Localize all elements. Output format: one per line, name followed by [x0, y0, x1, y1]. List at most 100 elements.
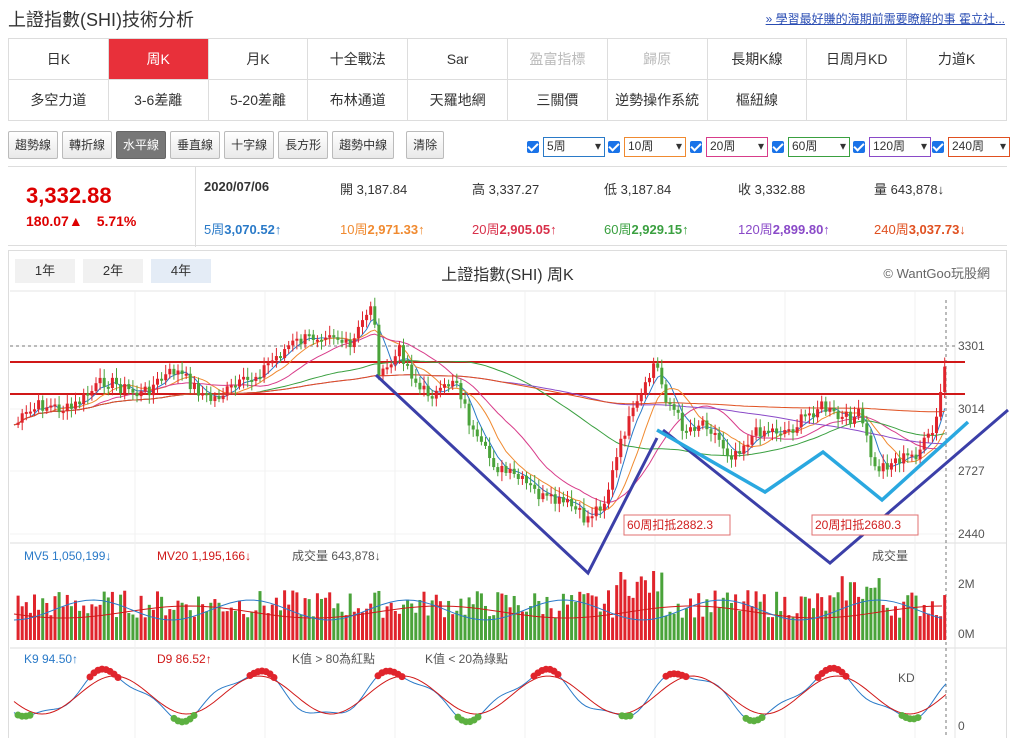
ma-checkbox[interactable]: [690, 141, 702, 153]
tab-tabs_row2-6[interactable]: 逆勢操作系統: [607, 80, 708, 121]
tab-tabs_row1-2[interactable]: 月K: [208, 39, 309, 80]
tab-tabs_row2-7[interactable]: 樞紐線: [707, 80, 808, 121]
candle: [680, 412, 684, 431]
candle: [725, 448, 729, 456]
candle: [131, 389, 135, 393]
ma-period-select[interactable]: 120周: [869, 137, 931, 157]
tab-tabs_row2-1[interactable]: 3-6差離: [108, 80, 209, 121]
volume-bar: [861, 598, 865, 640]
svg-text:0M: 0M: [958, 627, 975, 641]
volume-bar: [762, 594, 766, 640]
candle: [213, 396, 217, 402]
ma-period-select[interactable]: 5周: [543, 137, 605, 157]
annotation-1: 20周扣抵2680.3: [815, 518, 901, 532]
volume-bar: [406, 599, 410, 640]
candle: [684, 430, 688, 433]
candle: [533, 484, 537, 489]
tool-button-4[interactable]: 十字線: [224, 131, 275, 159]
volume-bar: [885, 607, 889, 640]
tool-button-2[interactable]: 水平線: [116, 131, 167, 159]
volume-bar: [684, 608, 688, 640]
range-button-0[interactable]: 1年: [15, 259, 75, 283]
candle: [602, 503, 606, 511]
tab-tabs_row1-3[interactable]: 十全戰法: [308, 39, 409, 80]
candle: [238, 379, 241, 387]
tab-empty: [907, 80, 1007, 121]
tool-button-5[interactable]: 長方形: [278, 131, 329, 159]
tab-tabs_row1-4[interactable]: Sar: [408, 39, 508, 80]
tool-button-6[interactable]: 趨勢中線: [332, 131, 395, 159]
candle: [779, 433, 783, 436]
tab-tabs_row2-2[interactable]: 5-20差離: [208, 80, 309, 121]
candle: [549, 494, 553, 497]
candle: [508, 468, 512, 473]
ma-checkbox[interactable]: [772, 141, 784, 153]
volume-label: 成交量 643,878↓: [292, 548, 381, 563]
volume-bar: [873, 587, 877, 640]
candle: [566, 499, 569, 503]
candle: [426, 385, 430, 397]
volume-bar: [324, 597, 328, 640]
ma-period-select[interactable]: 60周: [788, 137, 850, 157]
candle: [861, 408, 865, 424]
ma-period-select[interactable]: 240周: [948, 137, 1010, 157]
candle: [127, 384, 131, 390]
tool-button-0[interactable]: 趨勢線: [8, 131, 59, 159]
tab-tabs_row1-8[interactable]: 日周月KD: [807, 39, 908, 80]
candle: [775, 428, 779, 434]
candle: [877, 466, 881, 472]
volume-bar: [127, 613, 131, 640]
tab-tabs_row1-5[interactable]: 盈富指標: [507, 39, 608, 80]
candle: [615, 457, 619, 471]
kd-red-dot: [270, 673, 278, 681]
candle: [94, 383, 98, 392]
tab-tabs_row1-9[interactable]: 力道K: [907, 39, 1007, 80]
volume-bar: [328, 592, 332, 640]
tab-tabs_row1-1[interactable]: 周K: [108, 39, 209, 80]
ma-checkbox[interactable]: [608, 141, 620, 153]
volume-bar: [41, 598, 45, 640]
volume-bar: [914, 595, 918, 640]
tool-button-7[interactable]: 清除: [406, 131, 445, 159]
candle: [369, 306, 373, 315]
volume-bar: [512, 595, 516, 640]
candle: [262, 365, 266, 378]
svg-text:2M: 2M: [958, 577, 975, 591]
tab-tabs_row2-5[interactable]: 三關價: [507, 80, 608, 121]
candle: [143, 386, 147, 392]
ma-period-select[interactable]: 20周: [706, 137, 768, 157]
candle: [664, 384, 668, 403]
ma-checkbox[interactable]: [932, 141, 944, 153]
tool-button-1[interactable]: 轉折線: [62, 131, 113, 159]
tab-tabs_row1-0[interactable]: 日K: [9, 39, 109, 80]
mv20-label: MV20 1,195,166↓: [157, 549, 251, 563]
volume-bar: [410, 603, 414, 640]
tool-button-3[interactable]: 垂直線: [170, 131, 221, 159]
volume-bar: [356, 608, 360, 640]
ma-checkbox[interactable]: [527, 141, 539, 153]
tab-tabs_row1-7[interactable]: 長期K線: [707, 39, 808, 80]
tab-tabs_row2-0[interactable]: 多空力道: [9, 80, 109, 121]
candle: [274, 356, 278, 361]
range-button-2[interactable]: 4年: [151, 259, 211, 283]
candle: [123, 384, 127, 394]
volume-bar: [57, 592, 61, 640]
kd-tag: KD: [898, 671, 915, 685]
tab-tabs_row2-4[interactable]: 天羅地網: [408, 80, 508, 121]
ma-line-20: [13, 333, 945, 503]
candle: [410, 364, 414, 379]
quote-low: 低 3,187.84: [604, 182, 672, 197]
candle: [504, 465, 508, 473]
volume-bar: [697, 593, 701, 640]
tab-tabs_row1-6[interactable]: 歸原: [607, 39, 708, 80]
ma-period-select[interactable]: 10周: [624, 137, 686, 157]
ma-checkbox[interactable]: [853, 141, 865, 153]
tab-tabs_row2-3[interactable]: 布林通道: [308, 80, 409, 121]
volume-bar: [619, 572, 623, 640]
volume-bar: [889, 615, 893, 640]
volume-bar: [147, 604, 151, 640]
volume-bar: [377, 590, 381, 640]
promo-link[interactable]: » 學習最好賺的海期前需要瞭解的事 霍立社...: [765, 12, 1005, 26]
range-button-1[interactable]: 2年: [83, 259, 143, 283]
